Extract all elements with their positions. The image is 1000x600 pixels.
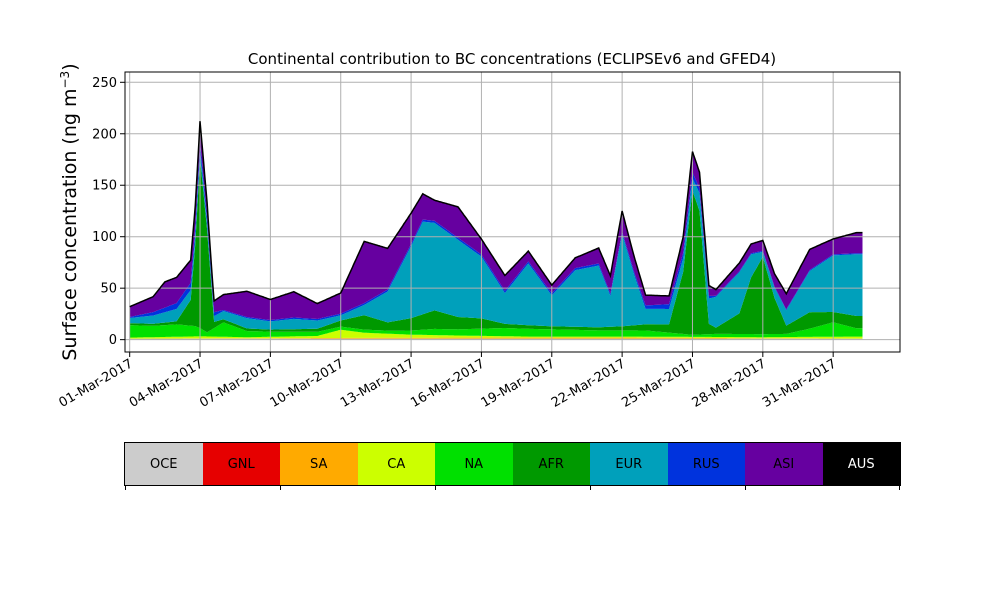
- x-tick-label: 04-Mar-2017: [127, 356, 206, 410]
- colorbar-cell-asi: ASI: [745, 443, 823, 485]
- colorbar-tick-mark: [590, 485, 591, 490]
- colorbar-tick-mark: [899, 485, 900, 490]
- colorbar-cell-aus: AUS: [822, 443, 900, 485]
- x-tick-label: 22-Mar-2017: [549, 356, 628, 410]
- stacked-area-layers: [129, 121, 863, 340]
- chart-title: Continental contribution to BC concentra…: [248, 50, 776, 68]
- y-axis-label-close: ): [59, 63, 81, 70]
- colorbar-tick-mark: [745, 485, 746, 490]
- total-concentration-line: [129, 121, 863, 308]
- region-colorbar: [124, 442, 901, 486]
- y-tick-label: 50: [100, 282, 117, 297]
- area-series-sa: [129, 337, 863, 339]
- y-tick-label: 250: [92, 76, 117, 91]
- x-tick-label: 25-Mar-2017: [619, 356, 698, 410]
- colorbar-cell-oce: OCE: [125, 443, 203, 485]
- y-tick-label: 150: [92, 179, 117, 194]
- colorbar-cell-gnl: GNL: [202, 443, 280, 485]
- colorbar-cell-afr: AFR: [512, 443, 590, 485]
- colorbar-tick-mark: [435, 485, 436, 490]
- colorbar-tick-mark: [125, 485, 126, 490]
- y-axis-label: Surface concentration (ng m−3): [58, 63, 81, 360]
- colorbar-cell-na: NA: [435, 443, 513, 485]
- y-axis-ticks: 0 50 100 150 200 250: [92, 76, 125, 348]
- x-tick-label: 10-Mar-2017: [268, 356, 347, 410]
- area-series-na: [129, 322, 863, 338]
- area-series-asi: [129, 121, 863, 321]
- y-tick-label: 0: [109, 333, 117, 348]
- x-tick-label: 07-Mar-2017: [197, 356, 276, 410]
- y-tick-label: 100: [92, 230, 117, 245]
- colorbar-cell-rus: RUS: [667, 443, 745, 485]
- x-tick-label: 31-Mar-2017: [760, 356, 839, 410]
- area-series-afr: [129, 158, 863, 335]
- plot-frame: [124, 71, 901, 353]
- grid-lines: [125, 72, 900, 352]
- area-series-eur: [129, 150, 863, 330]
- colorbar-tick-mark: [280, 485, 281, 490]
- x-axis-ticks: 01-Mar-201704-Mar-201707-Mar-201710-Mar-…: [57, 352, 839, 411]
- area-series-ca: [129, 329, 863, 339]
- colorbar-cell-eur: EUR: [590, 443, 668, 485]
- y-tick-label: 200: [92, 127, 117, 142]
- colorbar-cell-ca: CA: [357, 443, 435, 485]
- colorbar-cell-sa: SA: [280, 443, 358, 485]
- x-tick-label: 28-Mar-2017: [690, 356, 769, 410]
- x-tick-label: 13-Mar-2017: [338, 356, 417, 410]
- y-axis-label-exponent: −3: [58, 71, 72, 89]
- x-tick-label: 19-Mar-2017: [479, 356, 558, 410]
- y-axis-label-main: Surface concentration (ng m: [59, 89, 81, 361]
- x-tick-label: 16-Mar-2017: [408, 356, 487, 410]
- x-tick-label: 01-Mar-2017: [57, 356, 136, 410]
